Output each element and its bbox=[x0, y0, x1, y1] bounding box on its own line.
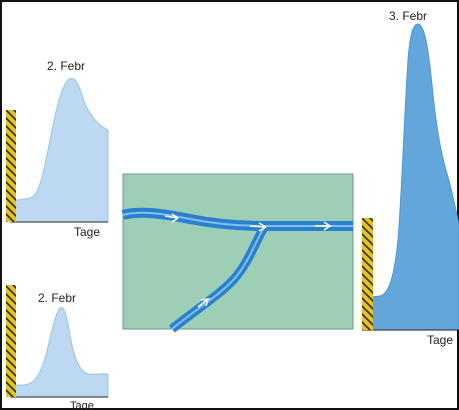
flow-arrow-icon bbox=[249, 222, 267, 232]
hydrograph-right: 3. Febr Tage bbox=[362, 9, 459, 347]
hydrograph-bottom-left-peak-label: 2. Febr bbox=[38, 291, 76, 305]
flow-arrow-icon bbox=[164, 213, 179, 223]
hydrograph-top-left-area bbox=[9, 77, 109, 223]
flow-arrow-icon bbox=[315, 221, 333, 231]
hydrograph-right-peak-label: 3. Febr bbox=[389, 9, 427, 23]
catchment-map bbox=[121, 173, 354, 333]
hydrograph-top-left: 2. Febr Tage bbox=[6, 59, 109, 239]
main-river-highlight bbox=[122, 211, 353, 228]
hydrograph-bottom-left-area bbox=[9, 307, 109, 398]
gauge-staff-bottom-left bbox=[6, 285, 16, 397]
tributary-river-highlight bbox=[171, 225, 266, 330]
hydrograph-top-left-axis-label: Tage bbox=[74, 225, 100, 239]
flow-arrow-icon bbox=[197, 297, 211, 308]
hydrograph-bottom-left: 2. Febr Tage bbox=[6, 285, 109, 410]
hydrograph-right-axis-label: Tage bbox=[427, 333, 453, 347]
hydrograph-bottom-left-axis-label: Tage bbox=[70, 400, 94, 410]
hydrograph-right-area bbox=[371, 23, 459, 331]
gauge-staff-top-left bbox=[6, 110, 16, 222]
gauge-staff-right bbox=[362, 218, 373, 330]
catchment-area bbox=[122, 173, 354, 330]
hydrograph-top-left-peak-label: 2. Febr bbox=[47, 59, 85, 73]
